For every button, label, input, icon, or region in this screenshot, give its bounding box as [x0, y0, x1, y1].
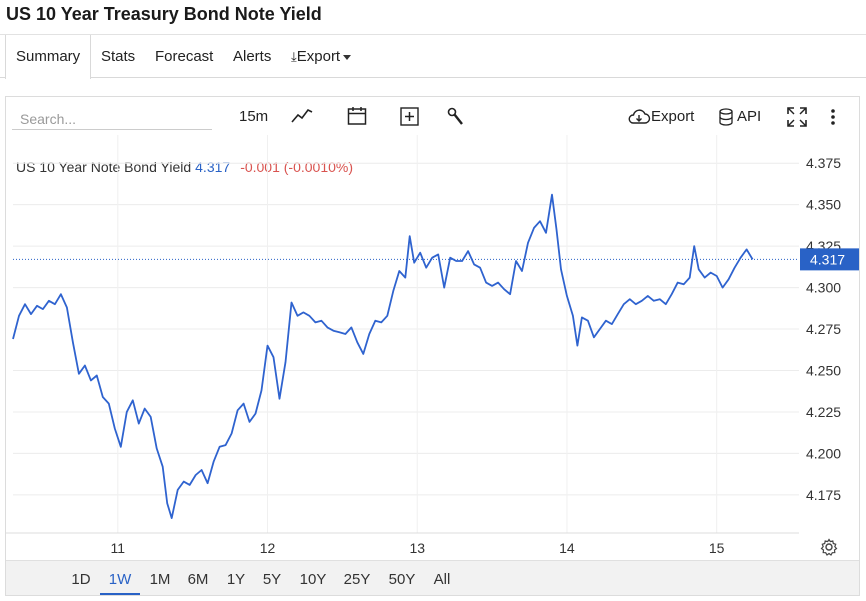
- export-chart-label: Export: [651, 108, 695, 126]
- tab-stats[interactable]: Stats: [101, 48, 136, 65]
- add-indicator-icon[interactable]: [400, 107, 419, 131]
- cloud-download-icon: [627, 108, 651, 126]
- tab-alerts[interactable]: Alerts: [233, 48, 272, 65]
- download-icon: ⤓: [291, 49, 297, 64]
- range-50y[interactable]: 50Y: [388, 571, 416, 588]
- y-tick-label: 4.225: [806, 404, 841, 420]
- tab-forecast[interactable]: Forecast: [155, 48, 214, 65]
- calendar-icon[interactable]: [347, 106, 367, 130]
- settings-gear-icon[interactable]: [820, 538, 838, 561]
- series-line: [12, 193, 754, 520]
- wrench-icon[interactable]: [447, 107, 465, 131]
- y-tick-label: 4.300: [806, 280, 841, 296]
- line-chart-icon[interactable]: [291, 107, 313, 131]
- range-1m[interactable]: 1M: [149, 571, 171, 588]
- current-value-label: 4.317: [810, 251, 845, 267]
- range-1d[interactable]: 1D: [71, 571, 91, 588]
- range-10y[interactable]: 10Y: [299, 571, 327, 588]
- x-tick-label: 12: [260, 540, 276, 556]
- current-value-badge: [800, 248, 859, 271]
- api-label: API: [737, 108, 762, 126]
- tab-export[interactable]: ⤓Export: [291, 35, 352, 78]
- x-tick-label: 15: [709, 540, 725, 556]
- database-icon: [718, 108, 734, 126]
- x-tick-label: 13: [409, 540, 425, 556]
- chart-plot[interactable]: 4.1754.2004.2254.2504.2754.3004.3254.350…: [6, 135, 859, 559]
- chart-panel: [5, 96, 860, 596]
- range-6m[interactable]: 6M: [187, 571, 209, 588]
- caret-down-icon: [343, 54, 352, 60]
- range-1y[interactable]: 1Y: [226, 571, 246, 588]
- tab-export-label: Export: [296, 48, 341, 65]
- x-tick-label: 11: [111, 540, 126, 556]
- range-1w[interactable]: 1W: [100, 561, 140, 595]
- more-options-icon[interactable]: [829, 108, 837, 132]
- search-input[interactable]: [12, 108, 212, 130]
- y-tick-label: 4.350: [806, 197, 841, 213]
- y-tick-label: 4.200: [806, 445, 841, 461]
- range-all[interactable]: All: [433, 571, 451, 588]
- y-tick-label: 4.275: [806, 321, 841, 337]
- x-tick-label: 14: [559, 540, 575, 556]
- fullscreen-icon[interactable]: [787, 107, 807, 131]
- tab-summary[interactable]: Summary: [5, 35, 92, 79]
- tab-bar: Summary Stats Forecast Alerts ⤓Export: [0, 34, 866, 79]
- y-tick-label: 4.375: [806, 155, 841, 171]
- range-selector-bar: 1D 1W 1M 6M 1Y 5Y 10Y 25Y 50Y All: [6, 560, 859, 595]
- y-tick-label: 4.250: [806, 362, 841, 378]
- export-chart-button[interactable]: Export: [627, 105, 694, 129]
- range-5y[interactable]: 5Y: [262, 571, 282, 588]
- range-25y[interactable]: 25Y: [343, 571, 371, 588]
- page-title: US 10 Year Treasury Bond Note Yield: [6, 4, 322, 24]
- api-button[interactable]: API: [718, 105, 761, 129]
- interval-selector[interactable]: 15m: [239, 108, 269, 125]
- y-tick-label: 4.175: [806, 487, 841, 503]
